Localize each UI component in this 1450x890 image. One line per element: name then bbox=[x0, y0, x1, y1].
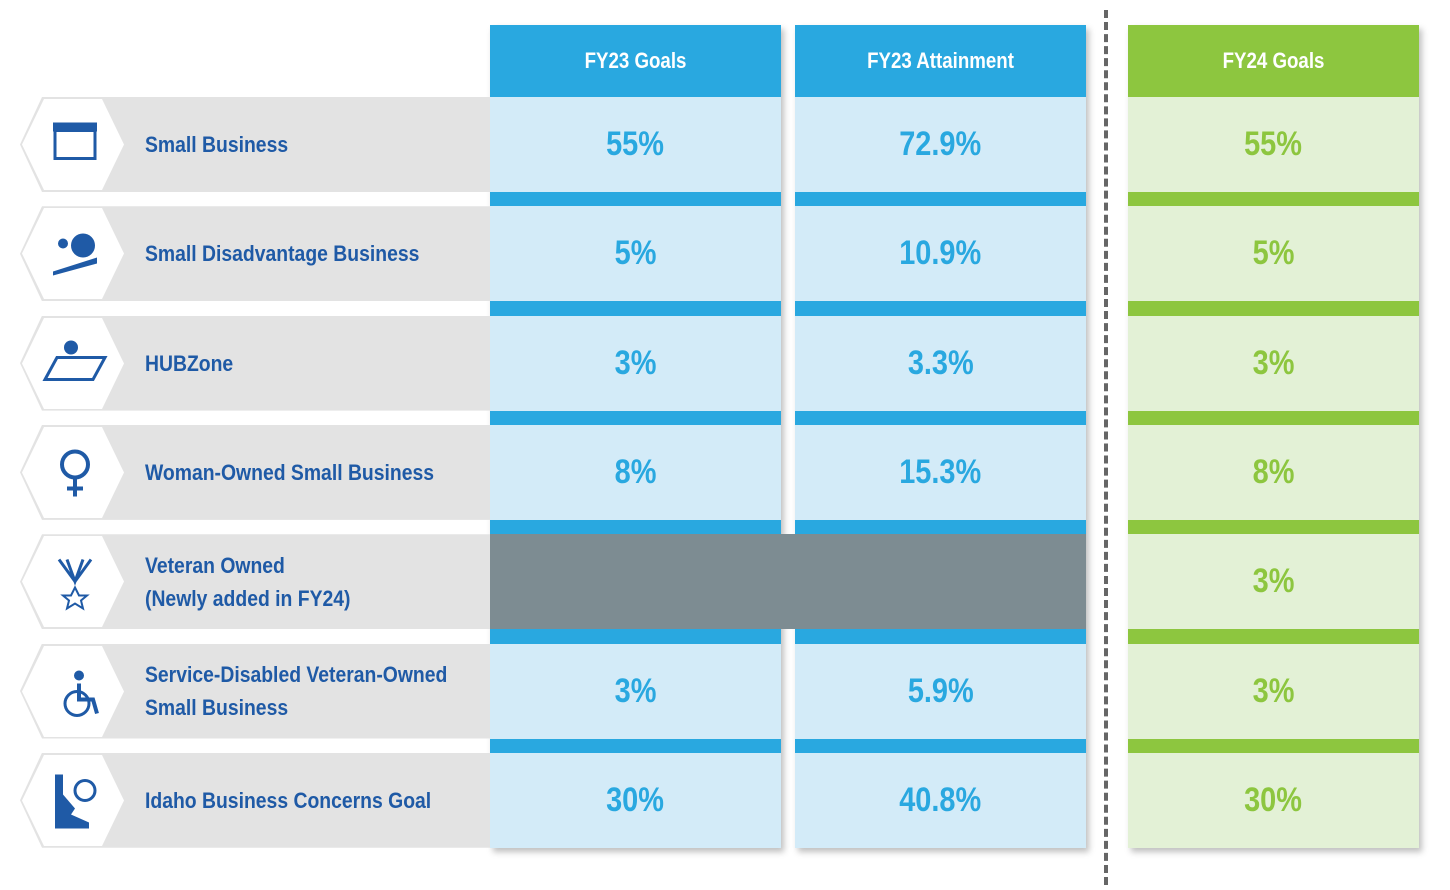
value: 15.3% bbox=[899, 452, 982, 491]
label-line: HUBZone bbox=[145, 350, 234, 376]
value-cell: 30% bbox=[490, 752, 781, 848]
label-line: Service-Disabled Veteran-Owned bbox=[145, 662, 448, 687]
label-line: Veteran Owned bbox=[145, 552, 285, 578]
value: 72.9% bbox=[899, 125, 982, 163]
value-cell: 55% bbox=[490, 97, 781, 192]
value-cell: 10.9% bbox=[795, 206, 1086, 302]
row-label: Idaho Business Concerns Goal bbox=[145, 753, 485, 848]
value: 3% bbox=[1252, 671, 1295, 710]
icon-svg bbox=[22, 317, 124, 409]
value: 5.9% bbox=[907, 671, 974, 710]
label-line: Idaho Business Concerns Goal bbox=[145, 787, 432, 813]
value: 55% bbox=[1244, 125, 1303, 163]
value-cell: 5% bbox=[490, 206, 781, 302]
row-label: Service-Disabled Veteran-Owned Small Busi… bbox=[145, 644, 485, 739]
label-line: Small Business bbox=[145, 132, 289, 157]
value: 8% bbox=[614, 452, 657, 491]
value-cell: 3% bbox=[490, 315, 781, 411]
label-line: (Newly added in FY24) bbox=[145, 585, 351, 611]
icon-svg bbox=[22, 208, 124, 300]
row-label: Small Business bbox=[145, 97, 485, 192]
na-block bbox=[490, 534, 1086, 630]
row-label: Small Disadvantage Business bbox=[145, 206, 485, 301]
value: 3% bbox=[1252, 343, 1295, 382]
value: 10.9% bbox=[899, 234, 982, 273]
column-header: FY23 Goals bbox=[584, 47, 687, 73]
icon-svg bbox=[22, 426, 124, 518]
icon bbox=[20, 206, 125, 301]
value-cell: 3% bbox=[490, 643, 781, 739]
value: 3% bbox=[614, 671, 657, 710]
value: 3% bbox=[1252, 562, 1295, 601]
value: 3.3% bbox=[907, 343, 974, 382]
icon-svg bbox=[22, 645, 124, 737]
icon-svg bbox=[22, 754, 124, 846]
value-cell: 3.3% bbox=[795, 315, 1086, 411]
value-cell: 40.8% bbox=[795, 752, 1086, 848]
value-cell: 15.3% bbox=[795, 424, 1086, 520]
column-header: FY23 Attainment bbox=[867, 47, 1014, 73]
value-cell: 55% bbox=[1128, 97, 1419, 192]
value-cell: 5% bbox=[1128, 206, 1419, 302]
value-cell: 5.9% bbox=[795, 643, 1086, 739]
icon bbox=[20, 753, 125, 848]
icon bbox=[20, 534, 125, 629]
row-label: Veteran Owned (Newly added in FY24) bbox=[145, 534, 485, 629]
value-cell: 3% bbox=[1128, 643, 1419, 739]
value: 40.8% bbox=[899, 780, 982, 819]
value-cell: 30% bbox=[1128, 752, 1419, 848]
value-cell: 8% bbox=[1128, 424, 1419, 520]
label-line: Woman-Owned Small Business bbox=[145, 459, 435, 485]
value: 55% bbox=[606, 125, 665, 163]
value: 5% bbox=[1252, 234, 1295, 273]
value-cell: 8% bbox=[490, 424, 781, 520]
divider bbox=[1104, 10, 1108, 885]
icon bbox=[20, 97, 125, 192]
value-cell: 72.9% bbox=[795, 97, 1086, 192]
value: 5% bbox=[614, 234, 657, 273]
value: 8% bbox=[1252, 452, 1295, 491]
row-label: Woman-Owned Small Business bbox=[145, 425, 485, 520]
icon bbox=[20, 425, 125, 520]
label-line: Small Disadvantage Business bbox=[145, 241, 420, 267]
row-label: HUBZone bbox=[145, 316, 485, 411]
icon bbox=[20, 644, 125, 739]
icon bbox=[20, 316, 125, 411]
value: 3% bbox=[614, 343, 657, 382]
value: 30% bbox=[606, 780, 665, 819]
icon-svg bbox=[22, 99, 124, 190]
value-cell: 3% bbox=[1128, 315, 1419, 411]
value-cell: 3% bbox=[1128, 534, 1419, 630]
value: 30% bbox=[1244, 780, 1303, 819]
column-header: FY24 Goals bbox=[1222, 47, 1325, 73]
label-line: Small Business bbox=[145, 695, 289, 720]
icon-svg bbox=[22, 536, 124, 628]
